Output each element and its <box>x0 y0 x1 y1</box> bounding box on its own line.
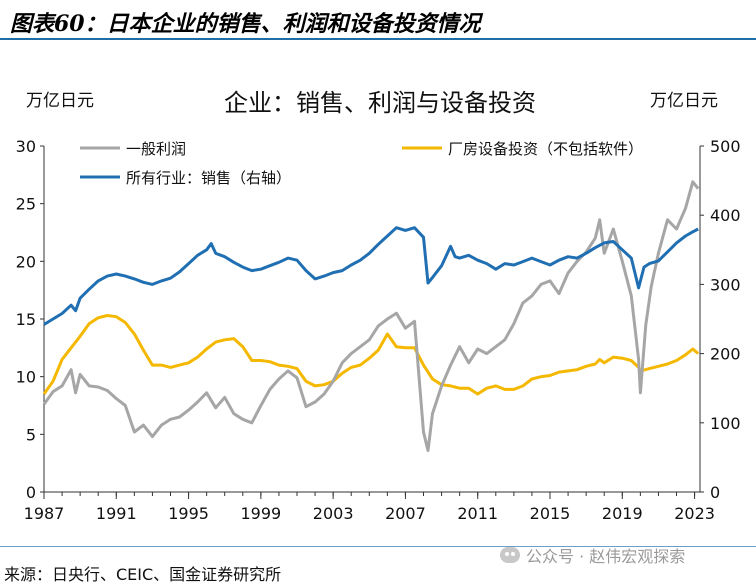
watermark: 公众号 · 赵伟宏观探索 <box>500 543 685 567</box>
y-left-tick-label: 10 <box>16 368 36 387</box>
x-tick-label: 1995 <box>168 504 209 523</box>
legend-label-capex: 厂房设备投资（不包括软件） <box>448 140 643 158</box>
y-right-tick-label: 0 <box>710 483 720 502</box>
right-unit-label: 万亿日元 <box>650 91 718 111</box>
y-left-tick-label: 15 <box>16 310 36 329</box>
legend-label-sales: 所有行业：销售（右轴） <box>126 169 291 187</box>
top-rule <box>0 38 756 40</box>
x-tick-label: 1987 <box>24 504 65 523</box>
series-line-2 <box>43 226 699 326</box>
x-tick-label: 2003 <box>313 504 354 523</box>
source-note: 来源：日央行、CEIC、国金证券研究所 <box>4 565 282 584</box>
y-left-tick-label: 5 <box>26 425 36 444</box>
wechat-icon <box>500 547 520 563</box>
y-right-tick-label: 400 <box>710 206 741 225</box>
y-left-tick-label: 0 <box>26 483 36 502</box>
x-tick-label: 2011 <box>457 504 498 523</box>
x-tick-label: 2015 <box>530 504 571 523</box>
y-left-tick-label: 30 <box>16 137 36 156</box>
x-tick-label: 1991 <box>96 504 137 523</box>
x-tick-label: 2019 <box>602 504 643 523</box>
y-left-tick-label: 20 <box>16 252 36 271</box>
y-left-tick-label: 25 <box>16 195 36 214</box>
x-tick-label: 2007 <box>385 504 426 523</box>
legend: 一般利润 厂房设备投资（不包括软件） 所有行业：销售（右轴） <box>80 140 643 187</box>
series-lines <box>42 180 700 452</box>
left-unit-label: 万亿日元 <box>26 91 94 111</box>
x-tick-label: 2023 <box>674 504 715 523</box>
y-right-tick-label: 300 <box>710 275 741 294</box>
figure-title: 图表60：日本企业的销售、利润和设备投资情况 <box>10 11 481 37</box>
series-line-0 <box>42 180 700 452</box>
watermark-text: 公众号 · 赵伟宏观探索 <box>526 547 686 566</box>
y-right-tick-label: 100 <box>710 414 741 433</box>
chart-title: 企业：销售、利润与设备投资 <box>224 89 536 117</box>
y-right-tick-label: 200 <box>710 345 741 364</box>
y-right-tick-label: 500 <box>710 137 741 156</box>
series-line-1 <box>42 314 700 396</box>
chart: 企业：销售、利润与设备投资 万亿日元 万亿日元 0510152025300100… <box>16 89 741 523</box>
x-tick-label: 1999 <box>241 504 282 523</box>
bottom-rule <box>0 546 756 547</box>
legend-label-profit: 一般利润 <box>126 140 186 158</box>
